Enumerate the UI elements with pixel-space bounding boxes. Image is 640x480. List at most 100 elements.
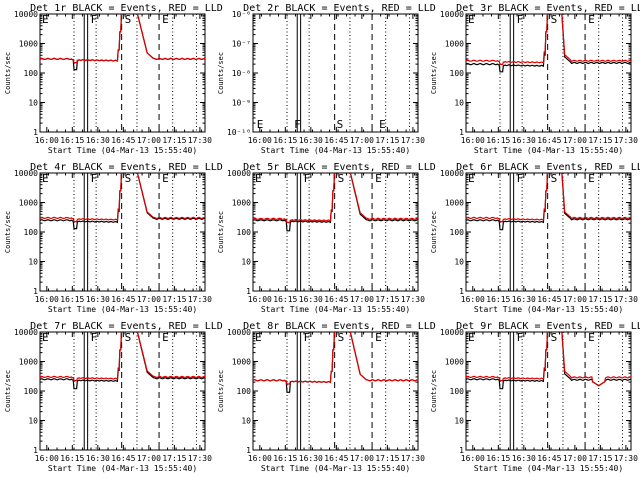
panel-title: Det 5r BLACK = Events, RED = LLD	[243, 162, 436, 173]
marker-letter: E	[468, 172, 475, 185]
panel-title: Det 1r BLACK = Events, RED = LLD	[30, 3, 223, 14]
x-tick-label: 17:00	[137, 454, 161, 463]
x-tick-label: 16:45	[537, 295, 561, 304]
y-tick-label: 10000	[440, 328, 464, 337]
marker-letter: E	[162, 172, 169, 185]
x-tick-label: 16:45	[324, 295, 348, 304]
y-tick-label: 10	[28, 417, 38, 426]
marker-letter: E	[375, 172, 382, 185]
marker-letter: E	[588, 331, 595, 344]
plot-frame	[465, 331, 632, 451]
x-tick-label: 16:30	[512, 454, 536, 463]
y-tick-label: 100	[24, 228, 39, 237]
y-tick-label: 10⁻⁹	[232, 99, 251, 108]
x-tick-label: 17:15	[375, 295, 399, 304]
marker-letter: F	[91, 13, 98, 26]
panel-det-7: Det 7r BLACK = Events, RED = LLD 1 10 100 10…	[4, 321, 223, 473]
x-axis-label: Start Time (04-Mar-13 15:55:40)	[48, 146, 197, 155]
y-tick-label: 100	[450, 387, 465, 396]
black-series	[466, 14, 631, 73]
marker-letter: S	[125, 172, 132, 185]
y-tick-label: 1	[459, 446, 464, 455]
y-tick-label: 10	[454, 258, 464, 267]
panel-det-4: Det 4r BLACK = Events, RED = LLD 1 10 100 10…	[4, 162, 223, 314]
panel-title: Det 9r BLACK = Events, RED = LLD	[456, 321, 640, 332]
x-tick-label: 17:30	[188, 454, 212, 463]
x-tick-label: 16:30	[86, 454, 110, 463]
x-tick-label: 16:45	[324, 136, 348, 145]
x-tick-label: 16:00	[248, 454, 272, 463]
panel-title: Det 3r BLACK = Events, RED = LLD	[456, 3, 640, 14]
plot-frame	[39, 331, 206, 451]
x-tick-label: 17:30	[614, 295, 638, 304]
x-axis-label: Start Time (04-Mar-13 15:55:40)	[261, 464, 410, 473]
marker-letter: F	[91, 172, 98, 185]
black-series	[466, 332, 631, 390]
x-tick-label: 16:45	[111, 295, 135, 304]
y-tick-label: 100	[237, 228, 252, 237]
x-tick-label: 16:30	[86, 295, 110, 304]
x-tick-label: 16:15	[486, 454, 510, 463]
y-tick-label: 10	[454, 417, 464, 426]
y-tick-label: 100	[450, 69, 465, 78]
y-tick-label: 10	[241, 417, 251, 426]
x-tick-label: 16:15	[273, 136, 297, 145]
marker-letter: E	[42, 13, 49, 26]
x-tick-label: 17:00	[563, 136, 587, 145]
black-series	[40, 14, 205, 71]
y-tick-label: 1000	[445, 40, 464, 49]
y-tick-label: 10⁻⁶	[232, 10, 251, 19]
x-tick-label: 16:30	[512, 136, 536, 145]
black-series	[466, 173, 631, 231]
y-tick-label: 1000	[232, 199, 251, 208]
panel-det-8: Det 8r BLACK = Events, RED = LLD 1 10 100 10…	[217, 321, 436, 473]
y-tick-label: 10⁻⁷	[232, 40, 251, 49]
x-axis-label: Start Time (04-Mar-13 15:55:40)	[474, 464, 623, 473]
panel-title: Det 6r BLACK = Events, RED = LLD	[456, 162, 640, 173]
marker-letter: E	[588, 13, 595, 26]
y-tick-label: 1000	[19, 358, 38, 367]
y-tick-label: 1	[246, 446, 251, 455]
x-axis-label: Start Time (04-Mar-13 15:55:40)	[474, 305, 623, 314]
y-tick-label: 10000	[227, 328, 251, 337]
black-series	[40, 332, 205, 390]
panel-title: Det 2r BLACK = Events, RED = LLD	[243, 3, 436, 14]
marker-letter: S	[338, 331, 345, 344]
y-tick-label: 1	[33, 446, 38, 455]
marker-letter: S	[125, 331, 132, 344]
y-tick-label: 10000	[14, 328, 38, 337]
panel-title: Det 4r BLACK = Events, RED = LLD	[30, 162, 223, 173]
panel-title: Det 7r BLACK = Events, RED = LLD	[30, 321, 223, 332]
y-axis-label: Counts/sec	[430, 211, 438, 253]
x-tick-label: 16:00	[461, 454, 485, 463]
x-axis-label: Start Time (04-Mar-13 15:55:40)	[48, 464, 197, 473]
plot-frame	[465, 172, 632, 292]
marker-letter: E	[42, 331, 49, 344]
y-tick-label: 10⁻⁸	[232, 69, 251, 78]
marker-letter: S	[551, 13, 558, 26]
x-tick-label: 16:00	[248, 295, 272, 304]
red-series	[40, 173, 205, 223]
x-axis-label: Start Time (04-Mar-13 15:55:40)	[261, 146, 410, 155]
marker-letter: E	[255, 172, 262, 185]
y-tick-label: 10000	[227, 169, 251, 178]
y-tick-label: 10000	[440, 10, 464, 19]
marker-letter: F	[294, 118, 301, 131]
red-series	[466, 14, 631, 65]
x-tick-label: 17:30	[188, 295, 212, 304]
red-series	[253, 173, 418, 224]
y-tick-label: 10⁻¹⁰	[227, 128, 251, 137]
x-tick-label: 16:00	[35, 454, 59, 463]
y-tick-label: 100	[24, 69, 39, 78]
x-tick-label: 17:00	[137, 295, 161, 304]
y-tick-label: 1	[246, 287, 251, 296]
x-tick-label: 16:00	[461, 295, 485, 304]
x-tick-label: 17:00	[350, 136, 374, 145]
x-tick-label: 17:15	[375, 136, 399, 145]
x-tick-label: 16:00	[35, 136, 59, 145]
x-tick-label: 16:45	[111, 136, 135, 145]
x-tick-label: 16:15	[60, 454, 84, 463]
panel-det-1: Det 1r BLACK = Events, RED = LLD 1 10 100 10…	[4, 3, 223, 155]
y-axis-label: Counts/sec	[430, 370, 438, 412]
